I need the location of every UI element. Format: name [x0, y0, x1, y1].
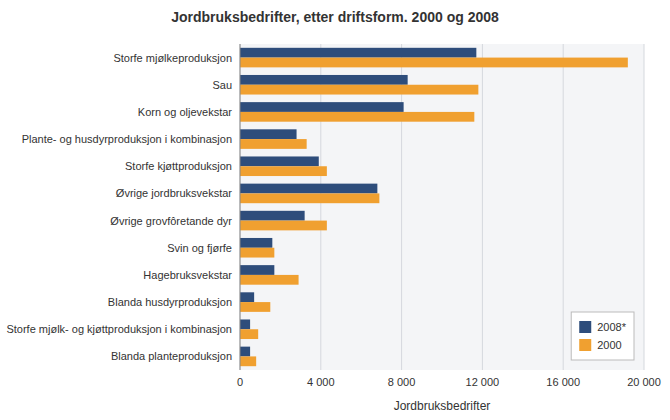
- category-label: Øvrige jordbruksvekstar: [116, 187, 232, 199]
- category-label: Storfe mjølkeproduksjon: [113, 52, 232, 64]
- tick-label: 20 000: [627, 376, 661, 388]
- bar: [240, 319, 250, 329]
- title: Jordbruksbedrifter, etter driftsform. 20…: [171, 9, 499, 25]
- grid-line: [240, 44, 241, 370]
- category-label: Blanda planteproduksjon: [111, 350, 232, 362]
- tick-label: 0: [237, 376, 243, 388]
- category-label: Plante- og husdyrproduksjon i kombinasjo…: [22, 133, 232, 145]
- legend-label: 2008*: [597, 321, 626, 333]
- tick-label: 16 000: [546, 376, 580, 388]
- bar: [240, 102, 404, 112]
- bar: [240, 238, 272, 248]
- bar: [240, 112, 474, 122]
- bar: [240, 156, 319, 166]
- bar: [240, 292, 254, 302]
- bar: [240, 85, 478, 95]
- plot-area: [240, 44, 644, 370]
- category-label: Storfe mjølk- og kjøttproduksjon i kombi…: [6, 323, 232, 335]
- axis-label: Jordbruksbedrifter: [394, 399, 491, 413]
- legend-swatch: [579, 339, 591, 351]
- legend-box: [571, 312, 634, 360]
- category-label: Storfe kjøttproduksjon: [125, 160, 232, 172]
- grid-line: [644, 44, 645, 370]
- x-axis: 0 4 000 8 000 12 000 16 000 20 000: [237, 44, 661, 388]
- category-label: Øvrige grovfôretande dyr: [110, 215, 232, 227]
- bar: [240, 248, 274, 258]
- bar: [240, 329, 258, 339]
- bar: [240, 75, 408, 85]
- y-axis: Storfe mjølkeproduksjon Sau Korn og oljeve…: [6, 52, 232, 363]
- bar: [240, 347, 250, 357]
- bar: [240, 265, 274, 275]
- bar: [240, 275, 299, 285]
- bar: [240, 184, 377, 194]
- category-label: Svin og fjørfe: [167, 242, 232, 254]
- legend-swatch: [579, 321, 591, 333]
- legend-label: 2000: [597, 339, 621, 351]
- bar: [240, 129, 297, 139]
- bar: [240, 211, 305, 221]
- legend: 2008* 2000: [571, 312, 634, 360]
- tick-label: 4 000: [307, 376, 335, 388]
- chart: Jordbruksbedrifter, etter driftsform. 20…: [0, 0, 670, 420]
- tick-label: 8 000: [388, 376, 416, 388]
- category-label: Blanda husdyrproduksjon: [108, 296, 232, 308]
- category-label: Sau: [212, 79, 232, 91]
- tick-label: 12 000: [466, 376, 500, 388]
- bar: [240, 356, 256, 366]
- bar: [240, 166, 327, 176]
- bar: [240, 302, 270, 312]
- category-label: Korn og oljevekstar: [138, 106, 232, 118]
- bar: [240, 48, 476, 58]
- grid-line: [482, 44, 483, 370]
- bars: [240, 48, 628, 366]
- bar: [240, 58, 628, 68]
- grid-line: [563, 44, 564, 370]
- category-label: Hagebruksvekstar: [143, 269, 232, 281]
- bar: [240, 221, 327, 231]
- bar: [240, 139, 307, 149]
- bar: [240, 193, 379, 203]
- baseline: [240, 44, 241, 370]
